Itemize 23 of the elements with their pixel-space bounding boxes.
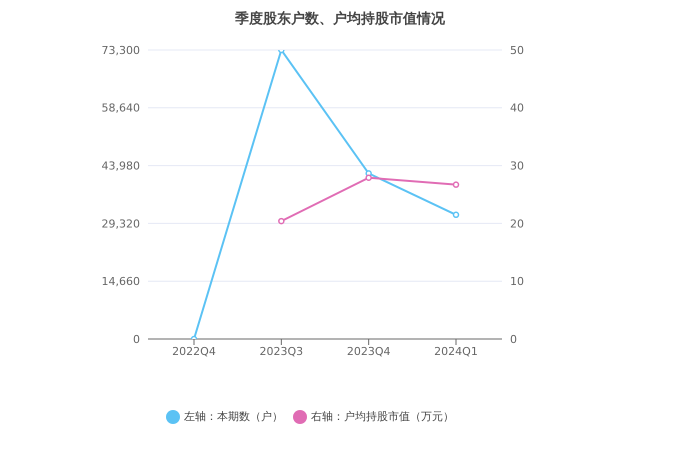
y2-tick-label: 20: [510, 217, 524, 230]
y2-tick-label: 30: [510, 160, 524, 173]
x-tick-label: 2022Q4: [172, 344, 216, 358]
y-tick-label: 14,660: [102, 275, 140, 288]
legend-label: 右轴：户均持股市值（万元）: [311, 410, 454, 423]
x-tick-label: 2023Q3: [260, 344, 304, 358]
y2-tick-label: 50: [510, 44, 524, 57]
y-tick-label: 0: [133, 332, 140, 346]
point: [452, 212, 460, 218]
x-tick-label: 2023Q4: [346, 344, 390, 358]
y-tick-label: 43,980: [102, 160, 140, 173]
point: [365, 174, 372, 181]
x-tick-label: 2024Q1: [434, 344, 478, 358]
point: [278, 218, 285, 224]
y-tick-label: 73,300: [102, 44, 140, 57]
y-tick-label: 29,320: [102, 217, 140, 230]
y2-tick-label: 40: [510, 102, 524, 115]
chart-title: 季度股东户数、户均持股市值情况: [234, 10, 446, 29]
y2-tick-label: 0: [510, 332, 517, 346]
legend-label: 左轴：本期数（户）: [184, 410, 283, 423]
point: [452, 181, 460, 188]
y2-tick-label: 10: [510, 275, 524, 288]
y-tick-label: 58,640: [102, 102, 140, 115]
